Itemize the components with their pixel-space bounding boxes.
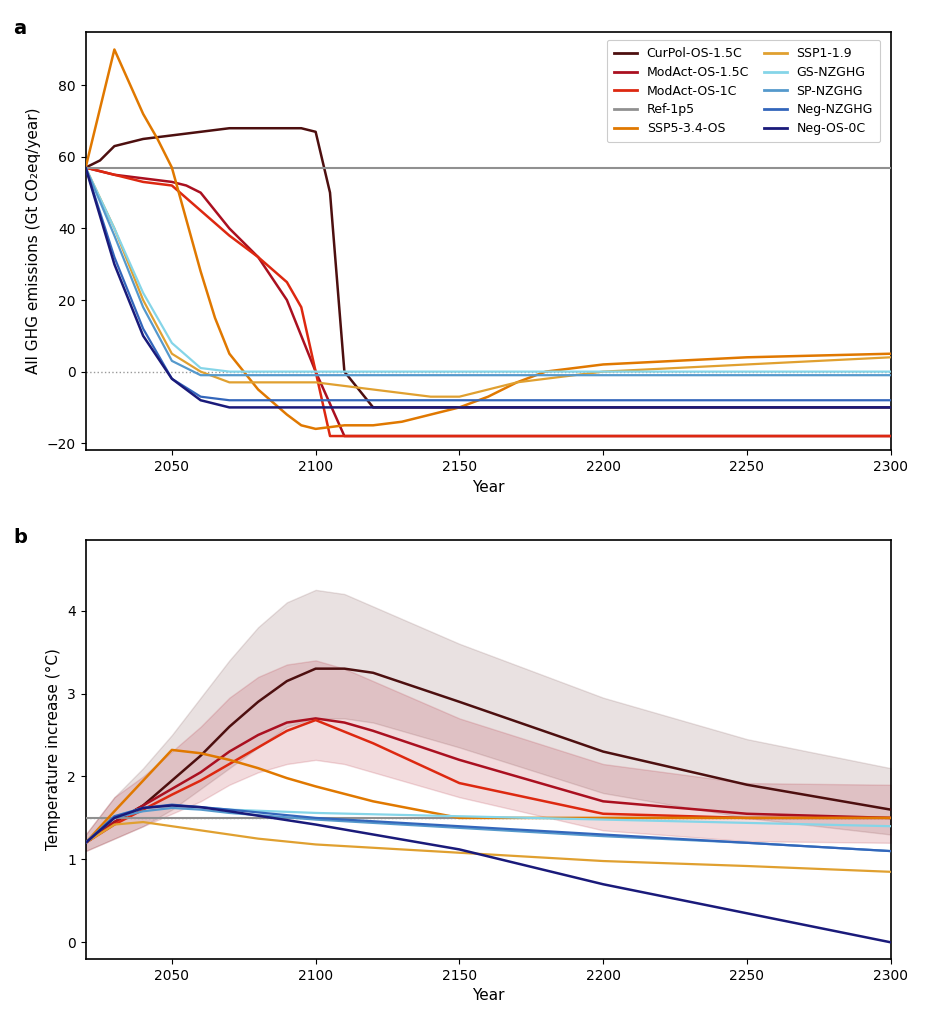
Text: a: a (13, 19, 26, 38)
X-axis label: Year: Year (471, 479, 504, 495)
X-axis label: Year: Year (471, 988, 504, 1004)
Y-axis label: Temperature increase (°C): Temperature increase (°C) (46, 648, 61, 851)
Legend: CurPol-OS-1.5C, ModAct-OS-1.5C, ModAct-OS-1C, Ref-1p5, SSP5-3.4-OS, SSP1-1.9, GS: CurPol-OS-1.5C, ModAct-OS-1.5C, ModAct-O… (606, 40, 880, 142)
Text: b: b (13, 527, 27, 547)
Y-axis label: All GHG emissions (Gt CO₂eq/year): All GHG emissions (Gt CO₂eq/year) (26, 108, 41, 374)
